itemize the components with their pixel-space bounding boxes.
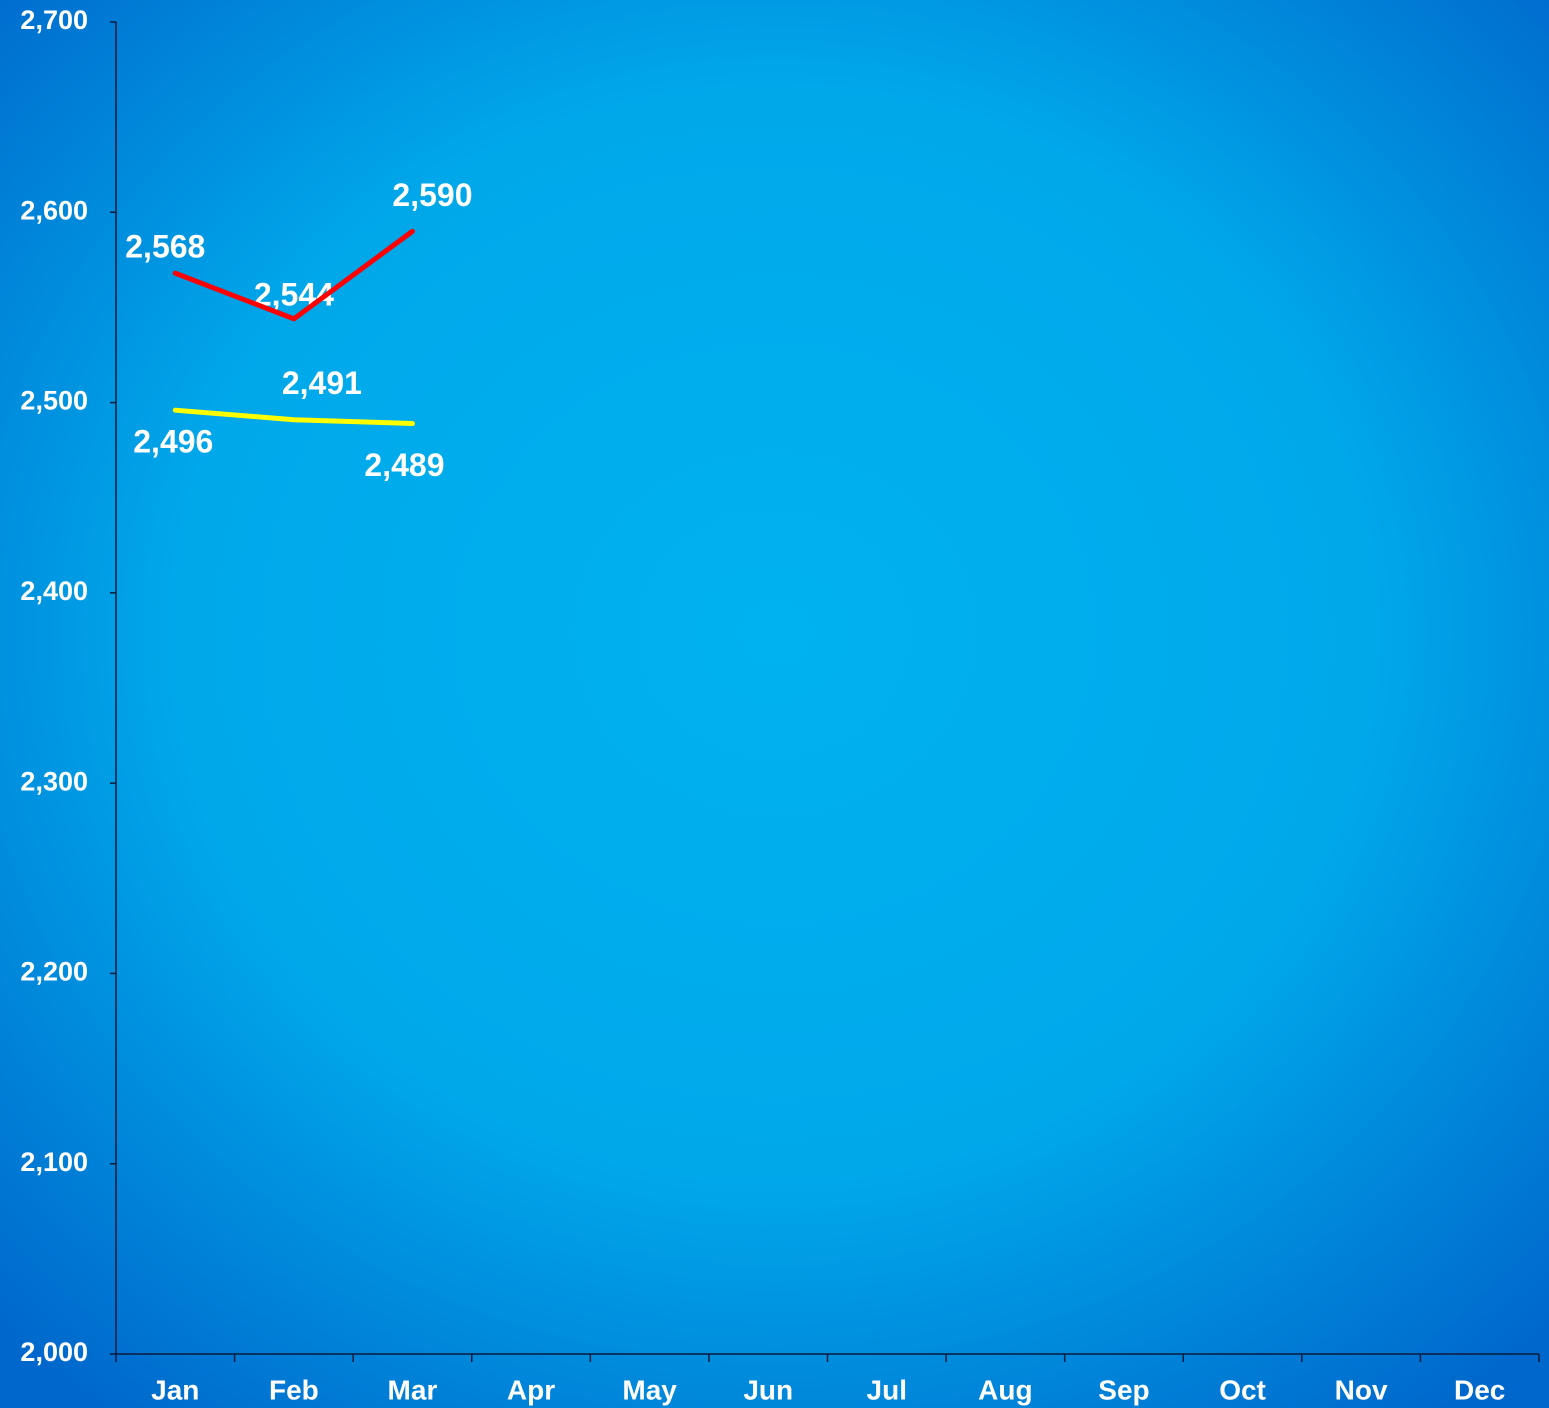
- y-tick-label: 2,600: [20, 195, 88, 225]
- x-tick-label: Apr: [507, 1374, 555, 1405]
- data-label: 2,568: [125, 229, 205, 265]
- x-tick-label: Jan: [151, 1374, 199, 1405]
- x-tick-label: Jun: [743, 1374, 793, 1405]
- line-series: [172, 407, 415, 427]
- x-tick-label: Aug: [978, 1374, 1032, 1405]
- x-tick-label: Mar: [388, 1374, 438, 1405]
- x-tick-label: Jul: [867, 1374, 907, 1405]
- y-tick-label: 2,500: [20, 386, 88, 416]
- line-series: [172, 228, 415, 322]
- x-tick-label: Sep: [1098, 1374, 1149, 1405]
- x-tick-label: Oct: [1219, 1374, 1266, 1405]
- data-label: 2,590: [392, 177, 472, 213]
- y-tick-label: 2,300: [20, 766, 88, 796]
- x-tick-label: Nov: [1335, 1374, 1388, 1405]
- data-label: 2,491: [282, 365, 362, 401]
- y-tick-label: 2,000: [20, 1337, 88, 1367]
- y-tick-label: 2,100: [20, 1147, 88, 1177]
- x-tick-label: Feb: [269, 1374, 319, 1405]
- x-tick-label: Dec: [1454, 1374, 1505, 1405]
- y-tick-label: 2,200: [20, 957, 88, 987]
- data-label: 2,496: [133, 424, 213, 460]
- x-tick-label: May: [622, 1374, 677, 1405]
- y-tick-label: 2,700: [20, 5, 88, 35]
- data-label: 2,489: [364, 447, 444, 483]
- y-tick-label: 2,400: [20, 576, 88, 606]
